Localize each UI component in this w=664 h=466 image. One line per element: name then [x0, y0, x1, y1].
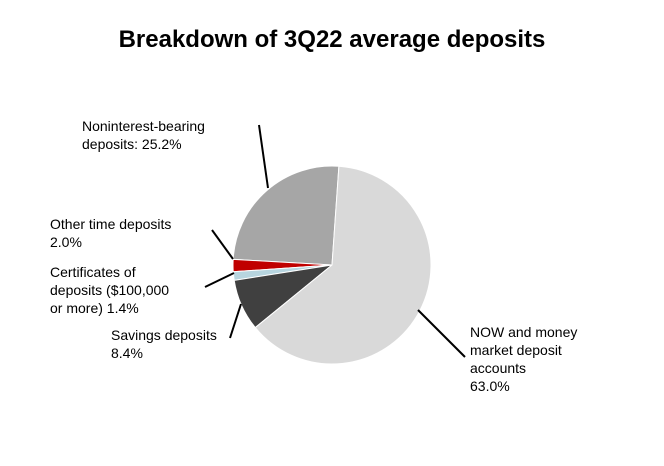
- slice-label-other-time: Other time deposits 2.0%: [50, 216, 172, 250]
- leader-line-now: [417, 309, 466, 358]
- leader-line-certificates: [204, 272, 235, 288]
- slice-label-now: NOW and money market deposit accounts 63…: [470, 324, 578, 394]
- chart-title: Breakdown of 3Q22 average deposits: [118, 26, 546, 53]
- pie-slice-noninterest: [232, 165, 340, 266]
- slice-label-savings: Savings deposits 8.4%: [111, 327, 217, 361]
- slice-label-certificates: Certificates of deposits ($100,000 or mo…: [50, 264, 170, 316]
- slice-label-noninterest: Noninterest-bearing deposits: 25.2%: [82, 118, 205, 152]
- leader-line-other-time: [211, 229, 234, 260]
- leader-line-savings: [229, 303, 242, 339]
- leader-line-noninterest: [258, 124, 269, 189]
